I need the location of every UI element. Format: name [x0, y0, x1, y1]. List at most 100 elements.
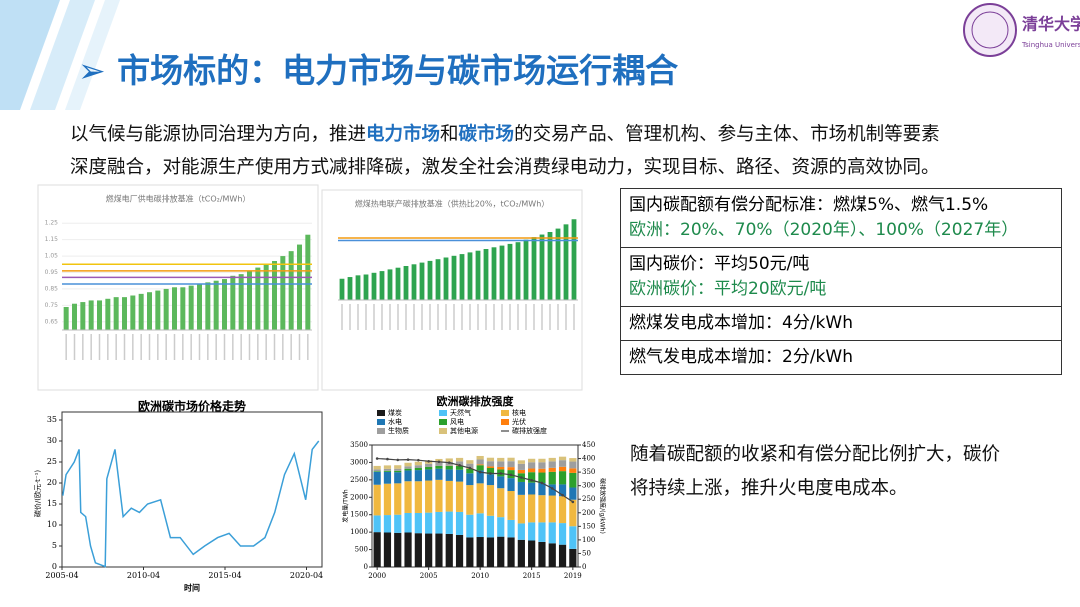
legend-label: 天然气 [450, 408, 471, 417]
cell: 国内碳配额有偿分配标准：燃煤5%、燃气1.5% 欧洲：20%、70%（2020年）… [620, 188, 1062, 248]
bar [247, 270, 252, 330]
bar-segment [486, 468, 495, 475]
bar [539, 234, 545, 300]
bar [155, 290, 161, 330]
y2-tick-label: 250 [582, 495, 595, 503]
bar-segment [394, 532, 402, 567]
bar-segment [548, 543, 556, 567]
bar-segment [425, 463, 433, 467]
chart-title: 燃煤电厂供电碳排放基准（tCO₂/MWh） [106, 194, 251, 204]
y2-tick-label: 0 [582, 563, 586, 571]
bar-segment [466, 473, 474, 486]
y-tick-label: 5 [52, 541, 57, 550]
bar-segment [569, 461, 577, 469]
bar-segment [455, 465, 464, 470]
y-tick-label: 2500 [350, 476, 368, 484]
legend-swatch [377, 428, 385, 434]
bar-segment [445, 469, 453, 481]
bar-segment [569, 499, 577, 527]
bar-segment [507, 478, 515, 492]
x-tick-label: 2019 [564, 572, 582, 580]
bar-segment [425, 469, 433, 481]
bar-segment [445, 458, 453, 462]
conclusion-line: 随着碳配额的收紧和有偿分配比例扩大，碳价 [630, 444, 1001, 465]
plot-frame [61, 411, 323, 568]
bar-segment [394, 472, 402, 484]
bar-segment [383, 470, 392, 472]
x-tick-label: 2010-04 [127, 571, 160, 580]
bar-segment [425, 533, 433, 567]
y2-tick-label: 50 [582, 549, 591, 557]
bar-segment [548, 457, 556, 462]
intensity-point [561, 493, 564, 497]
bar [531, 237, 537, 300]
bar [205, 282, 211, 330]
intensity-point [550, 487, 554, 490]
bar-segment [445, 511, 453, 534]
bar-segment [414, 512, 422, 534]
bar-segment [373, 484, 381, 516]
intensity-point [520, 476, 523, 479]
y-axis-label: 发电量/TWh [342, 489, 350, 523]
title-text: 市场标的：电力市场与碳市场运行耦合 [117, 51, 679, 90]
text: 和 [440, 124, 459, 145]
bar-segment [538, 482, 546, 496]
bar-segment [383, 532, 392, 567]
bar [403, 266, 409, 300]
bar-segment [435, 468, 443, 480]
info-table: 国内碳配额有偿分配标准：燃煤5%、燃气1.5% 欧洲：20%、70%（2020年）… [620, 188, 1062, 375]
bar-segment [425, 512, 433, 534]
cell: 国内碳价：平均50元/吨 欧洲碳价：平均20欧元/吨 [620, 247, 1062, 307]
bar-segment [383, 483, 392, 516]
bar-segment [383, 515, 392, 533]
bar-segment [414, 533, 422, 567]
bar [272, 261, 277, 330]
bar [571, 219, 577, 300]
bar-segment [486, 466, 495, 469]
bar-segment [507, 467, 515, 471]
bar-segment [497, 466, 505, 470]
y2-axis-label: 碳排放强度/(g/kWh) [599, 478, 607, 534]
x-tick-label: 2005 [420, 572, 438, 580]
bar [379, 271, 385, 300]
bar [499, 245, 505, 300]
y-tick-label: 25 [47, 457, 57, 466]
y2-tick-label: 150 [582, 522, 595, 530]
bar-segment [455, 461, 464, 466]
bar-segment [394, 514, 402, 533]
plot-frame [371, 444, 579, 568]
bar-segment [517, 494, 525, 524]
bar-segment [394, 470, 402, 473]
bar [371, 272, 377, 300]
bar [105, 298, 111, 330]
bar-segment [383, 465, 392, 469]
bar [138, 293, 144, 330]
bar [355, 275, 361, 300]
bar-segment [517, 469, 525, 474]
bar-segment [466, 463, 474, 469]
x-tick-label: 2000 [368, 572, 386, 580]
chart-title: 欧洲碳排放强度 [437, 394, 515, 408]
x-tick-label: 2010 [471, 572, 489, 580]
legend-label: 光伏 [512, 417, 526, 426]
corner-stripes [0, 0, 120, 110]
bar-segment [497, 476, 505, 489]
bar [443, 257, 449, 300]
legend-swatch [439, 419, 447, 425]
bar [180, 287, 186, 330]
bar-segment [569, 526, 577, 549]
bar-segment [455, 534, 464, 567]
bar [507, 243, 513, 300]
legend-label: 煤炭 [388, 408, 402, 417]
y-tick-label: 1.15 [45, 236, 59, 243]
bar-segment [548, 461, 556, 468]
bar-segment [497, 488, 505, 518]
bar-segment [404, 470, 412, 482]
legend-swatch [439, 410, 447, 416]
bar-segment [435, 462, 443, 466]
bar [197, 284, 202, 330]
bar [451, 255, 457, 300]
bar-segment [528, 540, 536, 567]
bar-segment [425, 466, 433, 470]
y2-tick-label: 450 [582, 441, 595, 449]
